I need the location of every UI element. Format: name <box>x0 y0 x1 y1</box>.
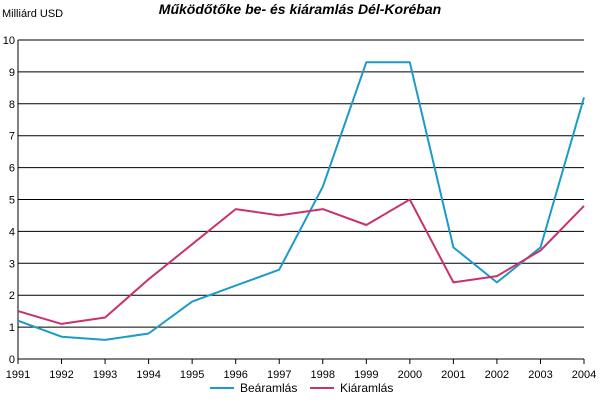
x-tick-label: 2002 <box>485 369 509 381</box>
x-tick-label: 1999 <box>354 369 378 381</box>
y-tick-label: 0 <box>9 354 15 366</box>
x-tick-label: 1997 <box>267 369 291 381</box>
y-tick-label: 10 <box>3 35 15 47</box>
x-tick-label: 1991 <box>6 369 30 381</box>
x-tick-label: 2001 <box>441 369 465 381</box>
x-tick-label: 2004 <box>572 369 596 381</box>
legend: Beáramlás Kiáramlás <box>210 381 393 395</box>
x-tick-label: 2003 <box>528 369 552 381</box>
legend-label: Kiáramlás <box>340 381 393 395</box>
y-tick-label: 2 <box>9 290 15 302</box>
chart-title: Működőtőke be- és kiáramlás Dél-Koréban <box>159 1 441 17</box>
y-tick-label: 5 <box>9 195 15 207</box>
y-tick-label: 4 <box>9 226 15 238</box>
series-lines <box>17 61 585 341</box>
x-tick-label: 1994 <box>136 369 160 381</box>
y-tick-label: 7 <box>9 131 15 143</box>
x-tick-label: 1996 <box>223 369 247 381</box>
x-tick-label: 1993 <box>93 369 117 381</box>
y-tick-label: 9 <box>9 67 15 79</box>
legend-label: Beáramlás <box>240 381 297 395</box>
y-tick-label: 3 <box>9 258 15 270</box>
y-tick-label: 8 <box>9 99 15 111</box>
y-axis-label: Milliárd USD <box>2 8 63 20</box>
series-line-2 <box>17 198 585 325</box>
gridlines <box>18 39 584 328</box>
x-tick-label: 1995 <box>180 369 204 381</box>
y-tick-label: 6 <box>9 163 15 175</box>
axes: 0 1 2 3 4 5 6 7 8 9 10 1991 1992 1993 1994 1995 1996 1997… <box>3 35 596 381</box>
x-tick-label: 2000 <box>398 369 422 381</box>
x-tick-label: 1992 <box>49 369 73 381</box>
y-tick-label: 1 <box>9 322 15 334</box>
x-tick-label: 1998 <box>311 369 335 381</box>
